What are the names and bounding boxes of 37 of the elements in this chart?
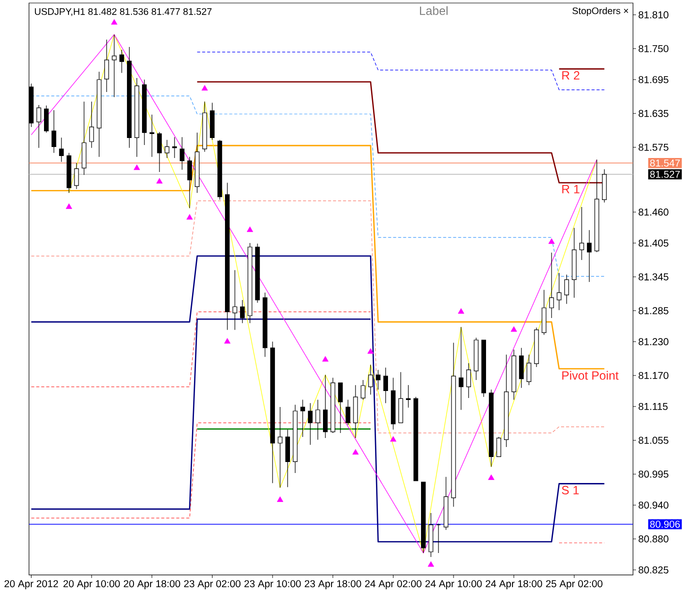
series-label: Pivot Point <box>562 370 619 380</box>
ref-line-label: 81.527 <box>650 170 680 178</box>
y-tick-label: 81.230 <box>638 338 668 346</box>
y-tick-label: 81.345 <box>638 273 668 280</box>
y-tick-label: 81.635 <box>638 110 668 117</box>
y-tick-label: 80.880 <box>638 535 668 542</box>
y-tick-label: 80.825 <box>638 566 668 574</box>
y-tick-label: 81.460 <box>638 208 668 216</box>
x-tick-label: 24 Apr 10:00 <box>425 580 482 590</box>
chart-title: USDJPY,H1 81.482 81.536 81.477 81.527 <box>34 8 212 16</box>
y-tick-label: 81.750 <box>638 45 668 52</box>
x-tick-label: 23 Apr 10:00 <box>244 580 301 590</box>
y-tick-label: 81.810 <box>638 11 668 18</box>
y-tick-label: 81.575 <box>638 144 668 151</box>
y-tick-label: 81.285 <box>638 307 668 314</box>
y-tick-label: 81.405 <box>638 240 668 247</box>
x-tick-label: 20 Apr 2012 <box>4 580 58 590</box>
annotation: StopOrders × <box>572 7 628 16</box>
series-label: S 1 <box>562 486 579 494</box>
y-tick-label: 81.055 <box>638 436 668 444</box>
y-tick-label: 81.695 <box>638 76 668 84</box>
y-tick-label: 81.170 <box>638 372 668 380</box>
series-label: R 2 <box>562 71 580 80</box>
annotation: Label <box>420 6 448 15</box>
x-tick-label: 20 Apr 10:00 <box>63 580 120 590</box>
x-tick-label: 20 Apr 18:00 <box>124 580 180 590</box>
y-tick-label: 80.995 <box>638 470 668 478</box>
ref-line-label: 81.547 <box>650 160 680 167</box>
ref-line-label: 80.906 <box>650 520 680 528</box>
x-tick-label: 25 Apr 02:00 <box>546 580 602 590</box>
x-tick-label: 24 Apr 02:00 <box>365 580 422 590</box>
y-tick-label: 80.940 <box>638 502 668 509</box>
y-tick-label: 81.115 <box>638 402 668 410</box>
x-tick-label: 23 Apr 18:00 <box>304 580 362 590</box>
x-tick-label: 24 Apr 18:00 <box>486 580 542 590</box>
x-tick-label: 23 Apr 02:00 <box>184 580 240 590</box>
series-label: R 1 <box>562 184 580 194</box>
